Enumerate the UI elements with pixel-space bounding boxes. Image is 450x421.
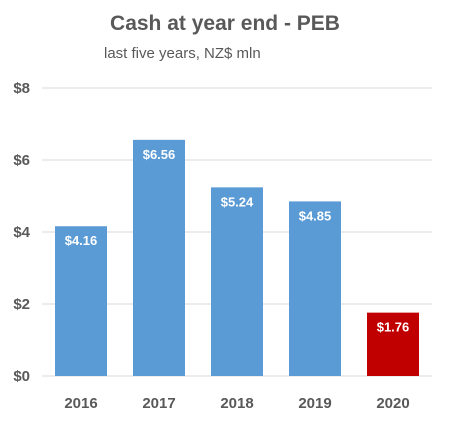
x-tick-label: 2016 xyxy=(64,395,97,412)
y-tick-label: $4 xyxy=(13,224,30,241)
bar-2017 xyxy=(133,139,185,376)
data-label-2016: $4.16 xyxy=(65,233,98,248)
chart-subtitle: last five years, NZ$ mln xyxy=(104,45,261,62)
bar-2018 xyxy=(211,187,263,376)
x-tick-label: 2020 xyxy=(376,395,409,412)
bars xyxy=(55,139,419,376)
y-tick-label: $8 xyxy=(13,80,30,97)
bar-2016 xyxy=(55,226,107,376)
data-label-2018: $5.24 xyxy=(221,194,254,209)
x-axis-ticks: 2016 2017 2018 2019 2020 xyxy=(64,395,409,412)
x-tick-label: 2017 xyxy=(142,395,175,412)
data-label-2017: $6.56 xyxy=(143,147,176,162)
x-tick-label: 2019 xyxy=(298,395,331,412)
y-axis-ticks: $0 $2 $4 $6 $8 xyxy=(13,80,30,385)
data-labels: $4.16 $6.56 $5.24 $4.85 $1.76 xyxy=(65,147,410,335)
y-tick-label: $0 xyxy=(13,368,30,385)
bar-2020 xyxy=(367,312,419,376)
y-tick-label: $6 xyxy=(13,152,30,169)
y-tick-label: $2 xyxy=(13,296,30,313)
chart-title: Cash at year end - PEB xyxy=(110,12,340,35)
data-label-2020: $1.76 xyxy=(377,320,410,335)
data-label-2019: $4.85 xyxy=(299,208,332,223)
x-tick-label: 2018 xyxy=(220,395,253,412)
bar-2019 xyxy=(289,201,341,376)
